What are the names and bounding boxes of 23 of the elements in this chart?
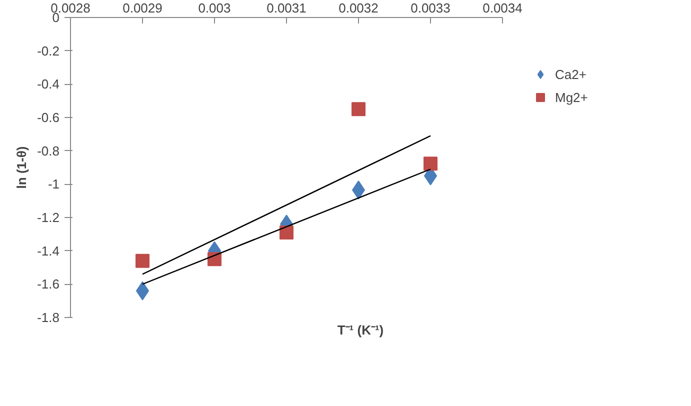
y-axis-title: ln (1-θ) xyxy=(14,146,30,189)
legend-label: Ca2+ xyxy=(555,66,586,82)
x-tick-label: 0.0029 xyxy=(122,0,162,16)
y-tick-label: -0.4 xyxy=(37,76,60,92)
point xyxy=(136,254,150,268)
x-tick-label: 0.003 xyxy=(198,0,231,16)
y-tick-label: -1.8 xyxy=(37,310,60,325)
x-tick-label: 0.0034 xyxy=(482,0,522,16)
point xyxy=(424,156,438,171)
point xyxy=(352,102,366,116)
x-tick-label: 0.0033 xyxy=(410,0,450,16)
x-axis-title: T⁻¹ (K⁻¹) xyxy=(337,322,384,338)
y-tick-label: -1.6 xyxy=(37,276,60,292)
y-tick-label: -1.4 xyxy=(37,243,60,258)
y-tick-label: -1.2 xyxy=(37,210,60,225)
x-tick-label: 0.0031 xyxy=(266,0,306,16)
y-tick-label: -1 xyxy=(48,176,60,192)
y-tick-label: -0.6 xyxy=(37,110,60,125)
y-tick-label: -0.2 xyxy=(37,43,60,58)
x-tick-label: 0.0032 xyxy=(338,0,378,16)
y-tick-label: -0.8 xyxy=(37,143,60,158)
legend-label: Mg2+ xyxy=(555,90,588,104)
point xyxy=(280,226,294,240)
